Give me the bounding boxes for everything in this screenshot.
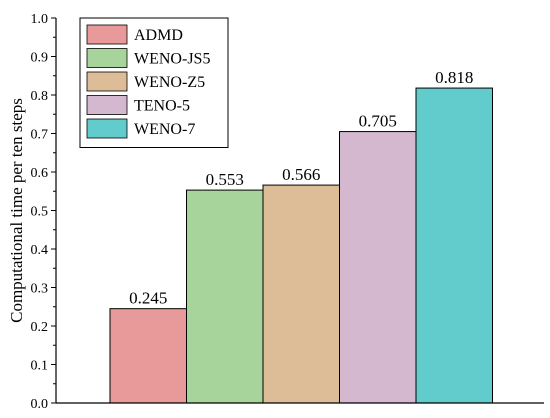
data-label-teno-5: 0.705 xyxy=(359,112,397,131)
bar-teno-5 xyxy=(339,131,417,404)
bar-weno-z5 xyxy=(262,184,340,404)
y-tick-label: 0.5 xyxy=(31,205,49,220)
data-labels: 0.245 0.553 0.566 0.705 0.818 xyxy=(129,68,473,308)
legend-entry: WENO-Z5 xyxy=(134,74,205,91)
bars xyxy=(109,87,493,404)
legend-swatch xyxy=(86,48,128,68)
legend-swatch xyxy=(86,95,128,115)
y-axis-label: Computational time per ten steps xyxy=(7,98,26,323)
legend-entry: TENO-5 xyxy=(134,98,190,115)
bar-weno-js5 xyxy=(186,189,264,404)
y-tick-label: 0.6 xyxy=(31,166,49,181)
y-tick-label: 0.7 xyxy=(31,128,49,143)
y-tick-label: 0.2 xyxy=(31,320,49,335)
y-tick-label: 0.8 xyxy=(31,89,49,104)
data-label-weno-js5: 0.553 xyxy=(206,170,244,189)
y-tick-label: 0.4 xyxy=(31,243,49,258)
data-label-weno-7: 0.818 xyxy=(435,68,473,87)
y-tick-label: 0.3 xyxy=(31,282,49,297)
legend-swatch xyxy=(86,71,128,92)
bar-weno-7 xyxy=(415,87,493,404)
legend-entry: ADMD xyxy=(134,27,183,44)
legend-swatch xyxy=(86,24,128,45)
y-tick-label: 1.0 xyxy=(31,12,49,27)
y-tick-label: 0.0 xyxy=(31,397,49,412)
legend-entry: WENO-JS5 xyxy=(134,51,210,68)
y-tick-label: 0.1 xyxy=(31,359,49,374)
y-axis-ticks: 0.0 0.1 0.2 0.3 0.4 0.5 0.6 0.7 0.8 0.9 1.0 xyxy=(31,12,56,412)
legend-entry: WENO-7 xyxy=(134,121,195,138)
bar-admd xyxy=(109,308,187,404)
data-label-weno-z5: 0.566 xyxy=(282,165,320,184)
legend: ADMD WENO-JS5 WENO-Z5 TENO-5 WENO-7 xyxy=(79,17,229,148)
y-tick-label: 0.9 xyxy=(31,51,49,66)
legend-swatch xyxy=(86,118,128,139)
data-label-admd: 0.245 xyxy=(129,289,167,308)
